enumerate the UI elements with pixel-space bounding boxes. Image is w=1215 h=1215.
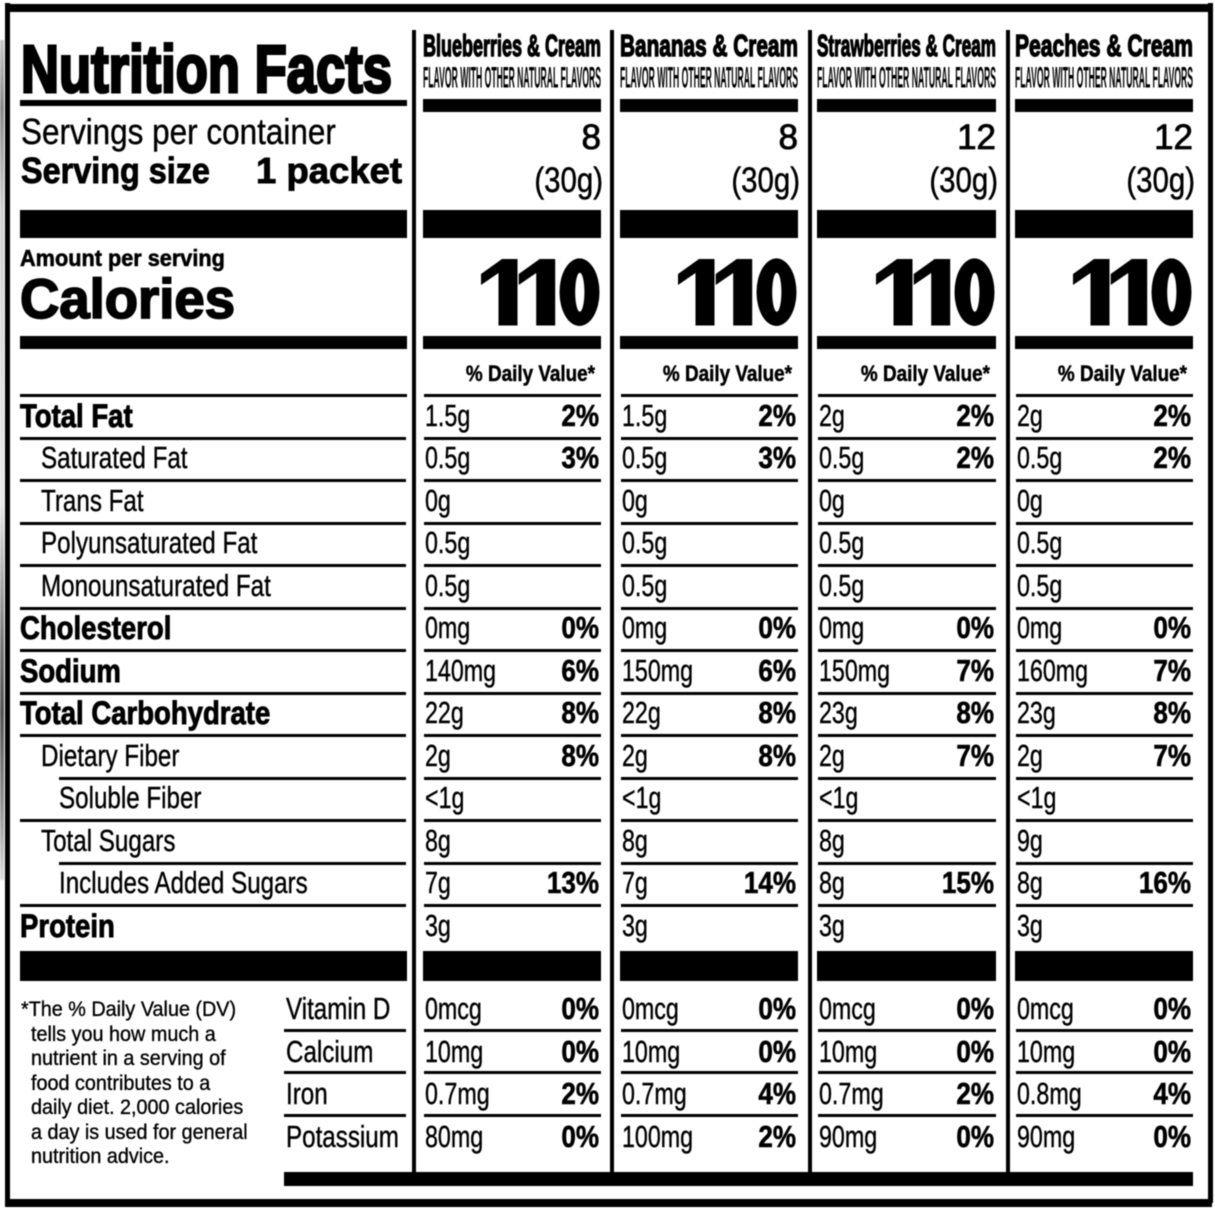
svg-text:FLAVOR WITH OTHER NATURAL FLAV: FLAVOR WITH OTHER NATURAL FLAVORS [817,62,996,95]
svg-text:Peaches & Cream: Peaches & Cream [1015,28,1193,63]
svg-text:Bananas & Cream: Bananas & Cream [620,28,798,63]
svg-text:FLAVOR WITH OTHER NATURAL FLAV: FLAVOR WITH OTHER NATURAL FLAVORS [423,62,601,95]
svg-text:FLAVOR WITH OTHER NATURAL FLAV: FLAVOR WITH OTHER NATURAL FLAVORS [1015,62,1193,95]
svg-text:Nutrition Facts: Nutrition Facts [21,32,392,107]
svg-text:Calories: Calories [20,267,235,330]
svg-text:FLAVOR WITH OTHER NATURAL FLAV: FLAVOR WITH OTHER NATURAL FLAVORS [620,62,798,95]
svg-text:Strawberries & Cream: Strawberries & Cream [817,28,996,63]
svg-text:Blueberries & Cream: Blueberries & Cream [423,28,601,63]
